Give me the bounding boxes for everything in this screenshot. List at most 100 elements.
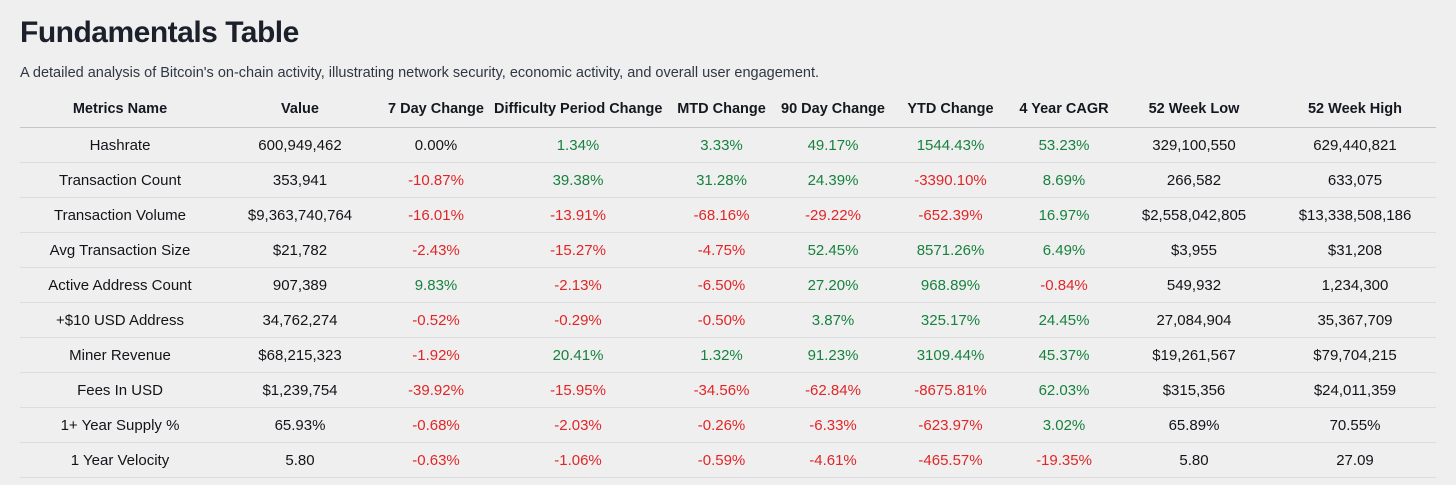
- change-cell: 53.23%: [1014, 127, 1114, 164]
- value-cell: 600,949,462: [220, 127, 380, 164]
- change-cell: -0.68%: [380, 407, 492, 444]
- value-cell: $13,338,508,186: [1274, 197, 1436, 234]
- change-cell: -62.84%: [779, 372, 887, 409]
- column-header-metrics-name: Metrics Name: [20, 95, 220, 129]
- change-cell: 62.03%: [1014, 372, 1114, 409]
- change-cell: -16.01%: [380, 197, 492, 234]
- value-cell: $315,356: [1114, 372, 1274, 409]
- change-cell: -0.63%: [380, 442, 492, 479]
- change-cell: -6.33%: [779, 407, 887, 444]
- change-cell: -2.13%: [492, 267, 664, 304]
- value-cell: 27.09: [1274, 442, 1436, 479]
- table-row-1-year-supply: 1+ Year Supply % 65.93% -0.68% -2.03% -0.26%…: [20, 407, 1436, 444]
- change-cell: -3390.10%: [887, 162, 1014, 199]
- value-cell: 633,075: [1274, 162, 1436, 199]
- table-row-active-address-count: Active Address Count 907,389 9.83% -2.13% -6…: [20, 267, 1436, 304]
- value-cell: 629,440,821: [1274, 127, 1436, 164]
- column-header-52-week-high: 52 Week High: [1274, 95, 1436, 129]
- change-cell: 6.49%: [1014, 232, 1114, 269]
- change-cell: 16.97%: [1014, 197, 1114, 234]
- value-cell: 266,582: [1114, 162, 1274, 199]
- change-cell: -4.61%: [779, 442, 887, 479]
- change-cell: 1544.43%: [887, 127, 1014, 164]
- change-cell: -652.39%: [887, 197, 1014, 234]
- page-title: Fundamentals Table: [20, 16, 299, 49]
- value-cell: 34,762,274: [220, 302, 380, 339]
- table-row-transaction-count: Transaction Count 353,941 -10.87% 39.38% 31.…: [20, 162, 1436, 199]
- change-cell: -19.35%: [1014, 442, 1114, 479]
- value-cell: 1,234,300: [1274, 267, 1436, 304]
- metric-name-cell: Avg Transaction Size: [20, 232, 220, 269]
- change-cell: -6.50%: [664, 267, 779, 304]
- column-header-4-year-cagr: 4 Year CAGR: [1014, 95, 1114, 129]
- change-cell: 9.83%: [380, 267, 492, 304]
- table-row-fees-in-usd: Fees In USD $1,239,754 -39.92% -15.95% -34.5…: [20, 372, 1436, 409]
- change-cell: -1.06%: [492, 442, 664, 479]
- change-cell: -2.43%: [380, 232, 492, 269]
- metric-name-cell: Hashrate: [20, 127, 220, 164]
- change-cell: 91.23%: [779, 337, 887, 374]
- value-cell: $31,208: [1274, 232, 1436, 269]
- metric-name-cell: Miner Revenue: [20, 337, 220, 374]
- value-cell: $21,782: [220, 232, 380, 269]
- change-cell: 3.33%: [664, 127, 779, 164]
- value-cell: 5.80: [220, 442, 380, 479]
- header-row: Metrics Name Value 7 Day Change Difficulty …: [20, 95, 1436, 129]
- value-cell: 65.89%: [1114, 407, 1274, 444]
- table-row-10-usd-address: +$10 USD Address 34,762,274 -0.52% -0.29% -0…: [20, 302, 1436, 339]
- metric-name-cell: Fees In USD: [20, 372, 220, 409]
- change-cell: 968.89%: [887, 267, 1014, 304]
- value-cell: $3,955: [1114, 232, 1274, 269]
- change-cell: 31.28%: [664, 162, 779, 199]
- change-cell: -15.27%: [492, 232, 664, 269]
- change-cell: -0.26%: [664, 407, 779, 444]
- table-row-1-year-velocity: 1 Year Velocity 5.80 -0.63% -1.06% -0.59% -4.…: [20, 442, 1436, 479]
- change-cell: 1.34%: [492, 127, 664, 164]
- change-cell: 20.41%: [492, 337, 664, 374]
- change-cell: -0.52%: [380, 302, 492, 339]
- metric-name-cell: Transaction Count: [20, 162, 220, 199]
- change-cell: 0.00%: [380, 127, 492, 164]
- change-cell: 325.17%: [887, 302, 1014, 339]
- change-cell: 3.02%: [1014, 407, 1114, 444]
- value-cell: 5.80: [1114, 442, 1274, 479]
- metric-name-cell: +$10 USD Address: [20, 302, 220, 339]
- value-cell: 65.93%: [220, 407, 380, 444]
- change-cell: 8.69%: [1014, 162, 1114, 199]
- value-cell: $9,363,740,764: [220, 197, 380, 234]
- metric-name-cell: 1 Year Velocity: [20, 442, 220, 479]
- column-header-7-day-change: 7 Day Change: [380, 95, 492, 129]
- value-cell: 907,389: [220, 267, 380, 304]
- column-header-90-day-change: 90 Day Change: [779, 95, 887, 129]
- change-cell: 49.17%: [779, 127, 887, 164]
- change-cell: -0.50%: [664, 302, 779, 339]
- value-cell: 27,084,904: [1114, 302, 1274, 339]
- change-cell: 39.38%: [492, 162, 664, 199]
- table-row-transaction-volume: Transaction Volume $9,363,740,764 -16.01% -…: [20, 197, 1436, 234]
- column-header-value: Value: [220, 95, 380, 129]
- table-row-avg-transaction-size: Avg Transaction Size $21,782 -2.43% -15.27%…: [20, 232, 1436, 269]
- page-subtitle: A detailed analysis of Bitcoin's on-chai…: [20, 64, 820, 81]
- change-cell: 45.37%: [1014, 337, 1114, 374]
- change-cell: 24.39%: [779, 162, 887, 199]
- change-cell: -34.56%: [664, 372, 779, 409]
- value-cell: $68,215,323: [220, 337, 380, 374]
- column-header-mtd-change: MTD Change: [664, 95, 779, 129]
- change-cell: -8675.81%: [887, 372, 1014, 409]
- change-cell: 3109.44%: [887, 337, 1014, 374]
- change-cell: 27.20%: [779, 267, 887, 304]
- metric-name-cell: Transaction Volume: [20, 197, 220, 234]
- table-header: Metrics Name Value 7 Day Change Difficulty …: [20, 95, 1436, 129]
- change-cell: -29.22%: [779, 197, 887, 234]
- value-cell: 549,932: [1114, 267, 1274, 304]
- change-cell: -13.91%: [492, 197, 664, 234]
- change-cell: 3.87%: [779, 302, 887, 339]
- value-cell: 329,100,550: [1114, 127, 1274, 164]
- change-cell: 24.45%: [1014, 302, 1114, 339]
- fundamentals-table: Metrics Name Value 7 Day Change Difficulty …: [20, 95, 1436, 479]
- change-cell: -0.59%: [664, 442, 779, 479]
- change-cell: 1.32%: [664, 337, 779, 374]
- change-cell: -15.95%: [492, 372, 664, 409]
- change-cell: -0.29%: [492, 302, 664, 339]
